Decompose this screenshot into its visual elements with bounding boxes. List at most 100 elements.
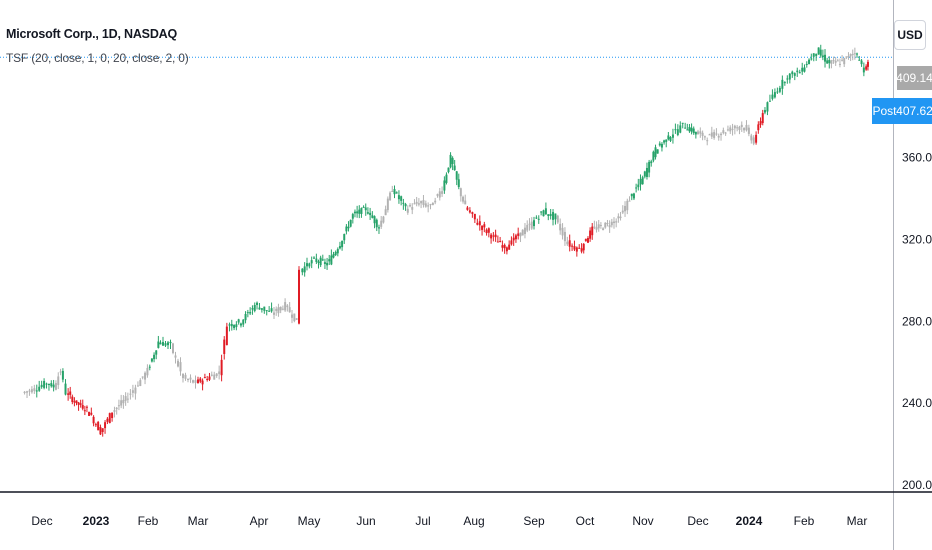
candle-body bbox=[573, 246, 576, 250]
candle-body bbox=[291, 314, 293, 318]
candle-body bbox=[635, 187, 638, 189]
candle-body bbox=[155, 350, 158, 355]
candle-body bbox=[566, 241, 569, 245]
candle-body bbox=[256, 302, 259, 305]
candle-body bbox=[201, 380, 204, 385]
candle-body bbox=[571, 245, 574, 247]
candle-body bbox=[554, 213, 557, 220]
candle-body bbox=[75, 400, 78, 404]
candle-body bbox=[246, 312, 249, 314]
candle-body bbox=[270, 308, 273, 312]
candle-body bbox=[134, 387, 137, 394]
candle-body bbox=[203, 377, 206, 379]
candle-body bbox=[199, 378, 202, 382]
candle-body bbox=[597, 224, 600, 229]
candle-body bbox=[169, 341, 172, 344]
candle-body bbox=[260, 308, 263, 310]
candle-body bbox=[523, 227, 526, 235]
candle-body bbox=[323, 262, 326, 264]
candle-body bbox=[157, 341, 160, 348]
candle-body bbox=[319, 257, 322, 266]
candle-body bbox=[295, 318, 298, 320]
candle-body bbox=[129, 393, 132, 395]
candle-body bbox=[315, 258, 318, 262]
candle-body bbox=[99, 427, 102, 435]
candle-body bbox=[471, 212, 474, 214]
candle-body bbox=[332, 254, 335, 258]
candle-body bbox=[43, 380, 46, 388]
candle-body bbox=[330, 255, 333, 265]
candle-body bbox=[429, 204, 432, 206]
x-tick-label: Jun bbox=[356, 514, 375, 528]
candle-body bbox=[321, 259, 324, 261]
candle-body bbox=[106, 418, 109, 422]
candle-body bbox=[258, 307, 261, 310]
candle-body bbox=[50, 383, 53, 387]
candle-body bbox=[517, 233, 520, 236]
candle-body bbox=[624, 205, 627, 212]
candle-body bbox=[658, 143, 661, 146]
candle-body bbox=[521, 229, 524, 236]
candle-body bbox=[674, 129, 677, 131]
candle-body bbox=[317, 261, 320, 263]
candle-body bbox=[293, 313, 296, 322]
candle-body bbox=[420, 201, 423, 204]
candle-body bbox=[208, 376, 211, 380]
last-price-label: 409.14 bbox=[896, 66, 932, 90]
candle-body bbox=[821, 55, 824, 58]
candle-body bbox=[729, 127, 732, 132]
candle-body bbox=[503, 244, 506, 249]
candle-body bbox=[761, 113, 764, 124]
candle-body bbox=[40, 384, 43, 388]
candle-body bbox=[251, 308, 254, 310]
indicator-legend[interactable]: TSF (20, close, 1, 0, 20, close, 2, 0) bbox=[6, 51, 189, 65]
candle-body bbox=[713, 132, 716, 138]
candle-body bbox=[265, 310, 268, 312]
candle-body bbox=[277, 307, 280, 314]
x-tick-label: May bbox=[298, 514, 321, 528]
candle-body bbox=[462, 196, 465, 202]
candle-body bbox=[699, 131, 702, 134]
candle-body bbox=[490, 234, 493, 239]
candle-body bbox=[389, 192, 392, 201]
symbol-legend[interactable]: Microsoft Corp., 1D, NASDAQ bbox=[6, 27, 177, 41]
candle-body bbox=[628, 200, 631, 202]
candle-body bbox=[510, 240, 513, 245]
candle-body bbox=[279, 306, 282, 311]
candle-body bbox=[162, 342, 164, 346]
candle-body bbox=[492, 235, 495, 237]
candle-body bbox=[726, 129, 729, 131]
candle-body bbox=[71, 396, 74, 403]
candle-body bbox=[750, 135, 753, 141]
candle-body bbox=[733, 125, 736, 129]
x-tick-label: Aug bbox=[463, 514, 484, 528]
candle-body bbox=[773, 92, 776, 98]
candle-body bbox=[284, 302, 287, 311]
candle-body bbox=[298, 269, 300, 324]
candle-body bbox=[810, 58, 813, 60]
candle-body bbox=[626, 200, 629, 211]
candle-body bbox=[373, 216, 376, 224]
candle-body bbox=[866, 61, 869, 67]
candle-body bbox=[615, 221, 618, 223]
candle-body bbox=[73, 401, 76, 403]
candle-body bbox=[501, 245, 504, 248]
currency-button[interactable]: USD bbox=[894, 20, 926, 50]
candle-body bbox=[563, 231, 566, 242]
candle-body bbox=[617, 216, 620, 219]
candle-body bbox=[743, 127, 746, 131]
candle-body bbox=[90, 412, 93, 415]
candle-body bbox=[593, 226, 596, 228]
candle-body bbox=[122, 399, 125, 404]
candle-body bbox=[422, 200, 425, 205]
y-tick-label: 200.00 bbox=[902, 478, 932, 492]
candle-body bbox=[351, 214, 354, 219]
candle-body bbox=[708, 134, 711, 136]
candle-body bbox=[766, 102, 769, 112]
x-tick-label: Nov bbox=[632, 514, 653, 528]
candle-body bbox=[606, 223, 609, 225]
candle-body bbox=[478, 221, 481, 226]
candle-body bbox=[153, 354, 156, 360]
candle-body bbox=[347, 226, 350, 229]
